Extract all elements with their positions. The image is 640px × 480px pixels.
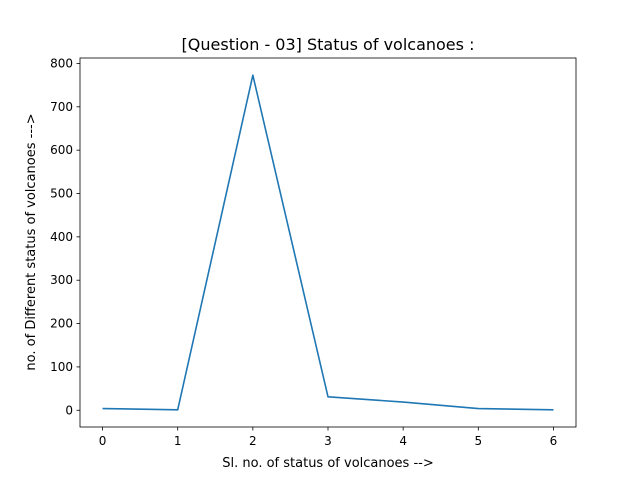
x-tick-label: 5: [474, 434, 482, 448]
y-tick-label: 600: [50, 143, 73, 157]
x-tick-label: 4: [399, 434, 407, 448]
y-axis: 0 100 200 300 400 500 600 700 800: [50, 56, 80, 417]
y-axis-label: no. of Different status of volcanoes ---…: [24, 113, 39, 370]
chart-title: [Question - 03] Status of volcanoes :: [182, 35, 475, 54]
y-tick-label: 400: [50, 230, 73, 244]
y-tick-label: 800: [50, 56, 73, 70]
y-tick-label: 700: [50, 100, 73, 114]
x-axis: 0 1 2 3 4 5 6: [99, 427, 558, 448]
y-tick-label: 0: [65, 403, 73, 417]
series-layer: [102, 74, 554, 411]
x-axis-label: Sl. no. of status of volcanoes -->: [222, 456, 434, 471]
x-tick-label: 3: [324, 434, 332, 448]
y-tick-label: 100: [50, 360, 73, 374]
x-tick-label: 1: [174, 434, 182, 448]
x-tick-label: 2: [249, 434, 257, 448]
plot-frame: [79, 57, 577, 428]
series-line: [102, 74, 554, 411]
x-tick-label: 0: [99, 434, 107, 448]
y-tick-label: 500: [50, 187, 73, 201]
y-tick-label: 200: [50, 317, 73, 331]
x-tick-label: 6: [550, 434, 558, 448]
y-tick-label: 300: [50, 273, 73, 287]
